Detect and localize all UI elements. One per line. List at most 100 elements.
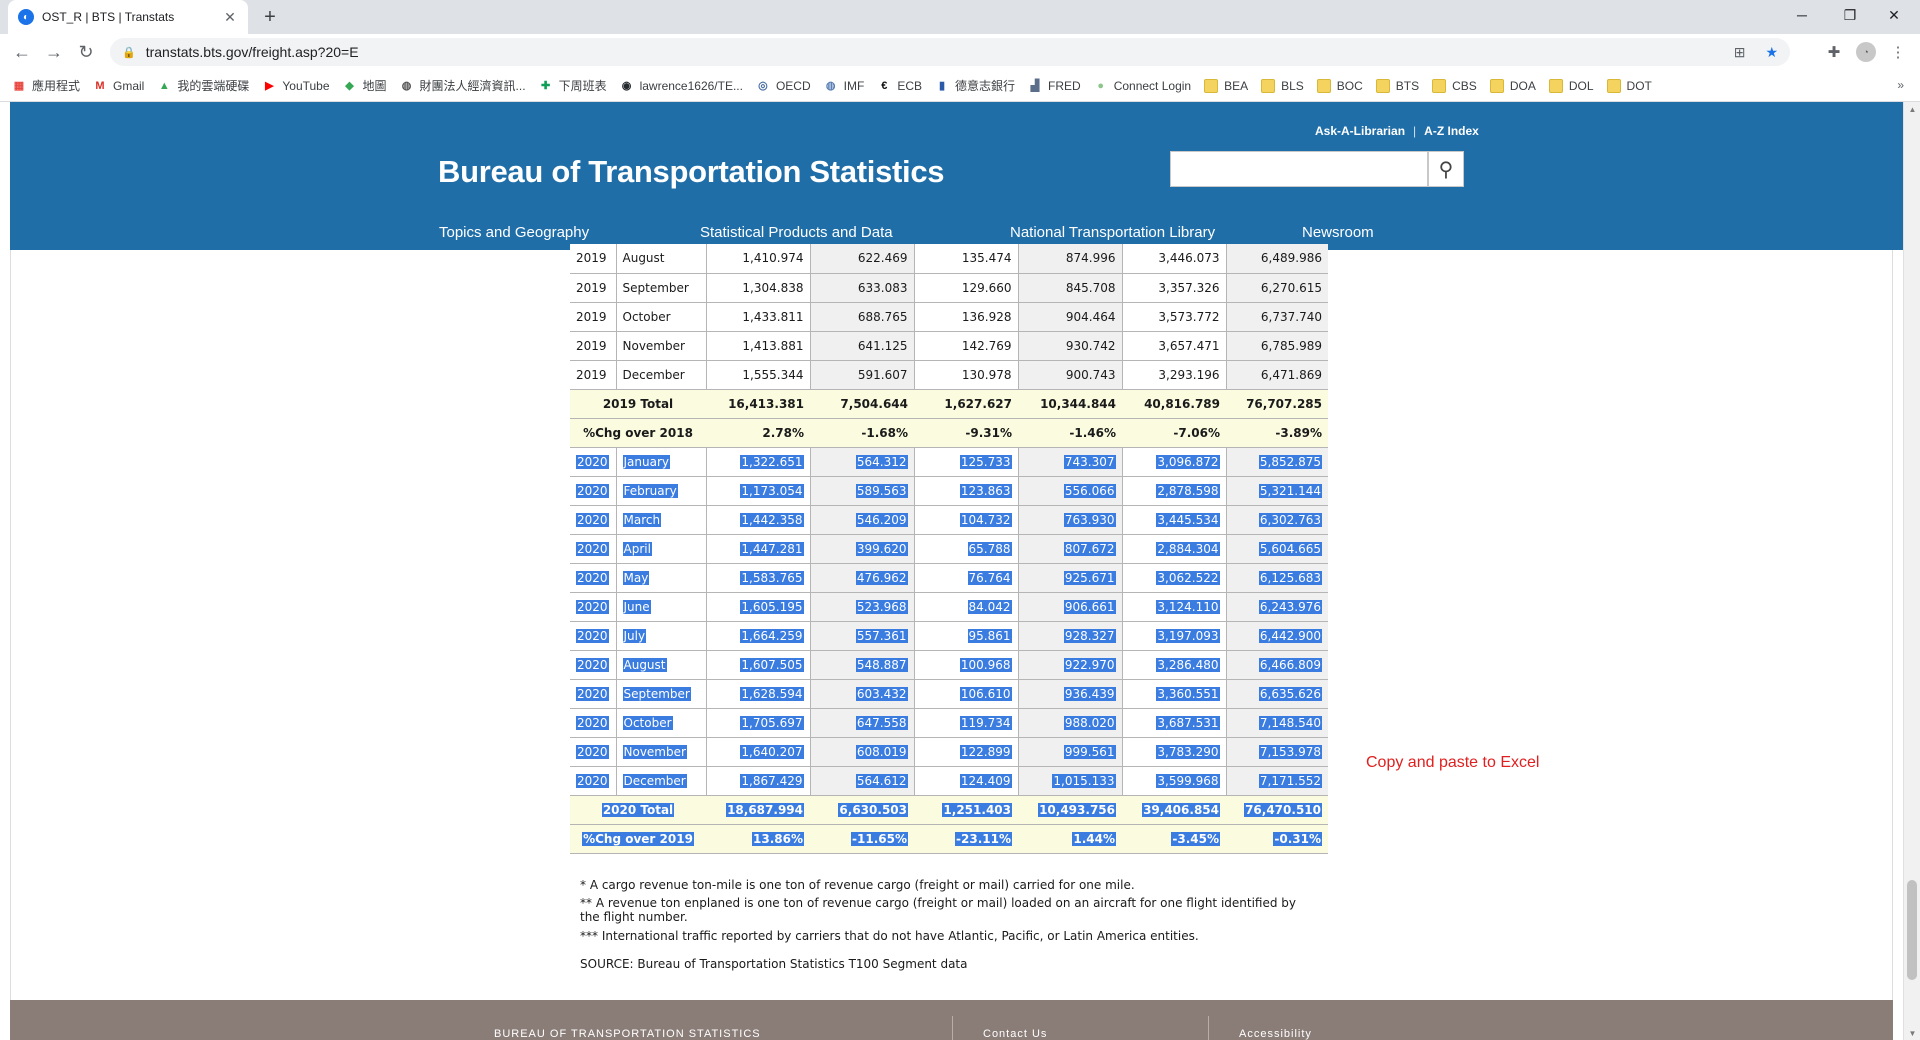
month-cell: June (615, 592, 706, 622)
footer-contact-us[interactable]: Contact Us (983, 1028, 1048, 1040)
value-cell-text: 3,286.480 (1156, 657, 1220, 672)
nav-newsroom[interactable]: Newsroom (1302, 224, 1374, 241)
menu-kebab-icon[interactable]: ⋮ (1890, 44, 1906, 61)
extensions-icon[interactable]: ✚ (1827, 44, 1841, 61)
nav-statistical-products[interactable]: Statistical Products and Data (700, 224, 893, 241)
total-value-cell: 2.78% (706, 418, 810, 448)
bookmark-star-icon[interactable]: ★ (1765, 44, 1778, 60)
total-value-cell: -7.06% (1122, 418, 1226, 448)
value-cell: 122.899 (913, 737, 1018, 767)
address-bar[interactable]: 🔒 transtats.bts.gov/freight.asp?20=E ⊞ ★ (110, 38, 1790, 66)
value-cell-text: 6,125.683 (1258, 570, 1322, 585)
bookmark-item[interactable]: ◎ OECD (756, 79, 810, 93)
value-cell-text: 6,243.976 (1258, 599, 1322, 614)
bookmark-item[interactable]: ◍ IMF (824, 79, 864, 93)
value-cell-text: 1,607.505 (740, 657, 804, 672)
bookmark-label: ECB (897, 78, 922, 93)
total-value-cell: -0.31% (1226, 824, 1328, 854)
bookmark-item[interactable]: DOA (1489, 78, 1536, 93)
close-window-icon[interactable]: ✕ (1888, 6, 1900, 23)
folder-icon (1489, 78, 1504, 93)
bookmark-item[interactable]: ◆ 地圖 (343, 77, 386, 94)
year-cell-text: 2020 (576, 483, 609, 498)
month-cell-text: August (622, 657, 667, 672)
bookmark-item[interactable]: ▲ 我的雲端硬碟 (157, 77, 249, 94)
translate-icon[interactable]: ⊞ (1733, 44, 1746, 60)
value-cell: 84.042 (913, 592, 1018, 622)
value-cell-text: 3,446.073 (1158, 251, 1220, 266)
bookmark-item[interactable]: M Gmail (93, 79, 144, 93)
back-icon[interactable]: ← (13, 41, 31, 62)
bookmark-item[interactable]: ◍ 財團法人經濟資訊... (400, 77, 526, 94)
bookmark-label: DOT (1626, 78, 1652, 93)
more-bookmarks-icon[interactable]: » (1897, 78, 1904, 92)
total-label-cell: 2019 Total (570, 389, 706, 419)
year-cell-text: 2020 (576, 454, 609, 469)
bookmark-item[interactable]: BTS (1375, 78, 1419, 93)
ask-librarian-link[interactable]: Ask-A-Librarian (1315, 124, 1406, 138)
site-search-input[interactable] (1170, 151, 1428, 187)
total-value-cell: 13.86% (706, 824, 810, 854)
scroll-down-arrow-icon[interactable]: ▼ (1908, 1028, 1917, 1038)
bookmark-item[interactable]: € ECB (877, 79, 922, 93)
nav-national-transportation-library[interactable]: National Transportation Library (1010, 224, 1216, 241)
forward-icon[interactable]: → (45, 41, 63, 62)
value-cell-text: 743.307 (1063, 454, 1116, 469)
year-cell: 2020 (570, 447, 616, 477)
table-row: 2020 June 1,605.195 523.968 84.042 906.661 3,1… (570, 592, 1328, 622)
scrollbar-thumb[interactable] (1907, 880, 1917, 980)
total-value-cell-text: -3.45% (1171, 831, 1220, 846)
new-tab-icon[interactable]: + (264, 5, 276, 28)
close-tab-icon[interactable]: ✕ (224, 8, 236, 25)
month-cell-text: July (622, 628, 647, 643)
bookmark-item[interactable]: CBS (1432, 78, 1477, 93)
value-cell: 1,664.259 (705, 621, 810, 651)
page-scrollbar[interactable]: ▲ ▼ (1903, 102, 1920, 1040)
nav-topics-geography[interactable]: Topics and Geography (439, 224, 590, 241)
month-cell: December (615, 766, 706, 796)
value-cell: 1,583.765 (705, 563, 810, 593)
total-value-cell-text: 13.86% (752, 831, 804, 846)
bookmark-item[interactable]: ◉ lawrence1626/TE... (620, 79, 743, 93)
table-total-row: 2019 Total 16,413.381 7,504.644 1,627.627 10… (570, 389, 1328, 419)
value-cell-text: 1,015.133 (1052, 773, 1116, 788)
bookmark-item[interactable]: BLS (1261, 78, 1304, 93)
site-title[interactable]: Bureau of Transportation Statistics (438, 154, 945, 189)
reload-icon[interactable]: ↻ (78, 41, 94, 62)
bookmark-item[interactable]: ▮ 德意志銀行 (935, 77, 1015, 94)
value-cell: 123.863 (913, 476, 1018, 506)
bookmark-item[interactable]: ✚ 下周班表 (539, 77, 607, 94)
value-cell-text: 6,635.626 (1258, 686, 1322, 701)
bookmark-item[interactable]: ▟ FRED (1028, 79, 1081, 93)
scroll-up-arrow-icon[interactable]: ▲ (1908, 104, 1917, 114)
year-cell-text: 2020 (576, 686, 609, 701)
profile-avatar[interactable]: ◔ (1854, 40, 1878, 64)
total-value-cell-text: 76,707.285 (1246, 396, 1322, 411)
az-index-link[interactable]: A-Z Index (1424, 124, 1479, 138)
restore-icon[interactable]: ❐ (1843, 6, 1857, 23)
value-cell-text: 65.788 (967, 541, 1012, 556)
bookmark-item[interactable]: BOC (1316, 78, 1363, 93)
total-value-cell-text: 1.44% (1072, 831, 1116, 846)
total-value-cell-text: 10,344.844 (1040, 396, 1116, 411)
google-drive-icon: ▲ (158, 79, 170, 92)
value-cell: 5,604.665 (1225, 534, 1328, 564)
minimize-icon[interactable]: ─ (1797, 7, 1807, 23)
bookmark-item[interactable]: ● Connect Login (1094, 79, 1191, 93)
value-cell: 76.764 (913, 563, 1018, 593)
footer-accessibility[interactable]: Accessibility (1239, 1028, 1312, 1040)
browser-tab[interactable]: ◐ OST_R | BTS | Transtats ✕ (8, 0, 248, 34)
bookmark-item[interactable]: BEA (1204, 78, 1248, 93)
value-cell-text: 557.361 (855, 628, 908, 643)
value-cell-text: 106.610 (959, 686, 1012, 701)
bookmark-item[interactable]: DOT (1606, 78, 1652, 93)
value-cell-text: 633.083 (857, 280, 908, 295)
bookmark-item[interactable]: ▦ 應用程式 (12, 77, 80, 94)
bookmark-item[interactable]: ▶ YouTube (262, 79, 329, 93)
value-cell: 688.765 (809, 302, 914, 332)
bookmark-item[interactable]: DOL (1548, 78, 1594, 93)
table-total-row: %Chg over 2018 2.78% -1.68% -9.31% -1.46% -7.… (570, 418, 1328, 448)
search-icon[interactable]: ⚲ (1428, 151, 1464, 187)
value-cell: 136.928 (913, 302, 1018, 332)
footnote-ton-mile: * A cargo revenue ton-mile is one ton of… (580, 878, 1135, 892)
